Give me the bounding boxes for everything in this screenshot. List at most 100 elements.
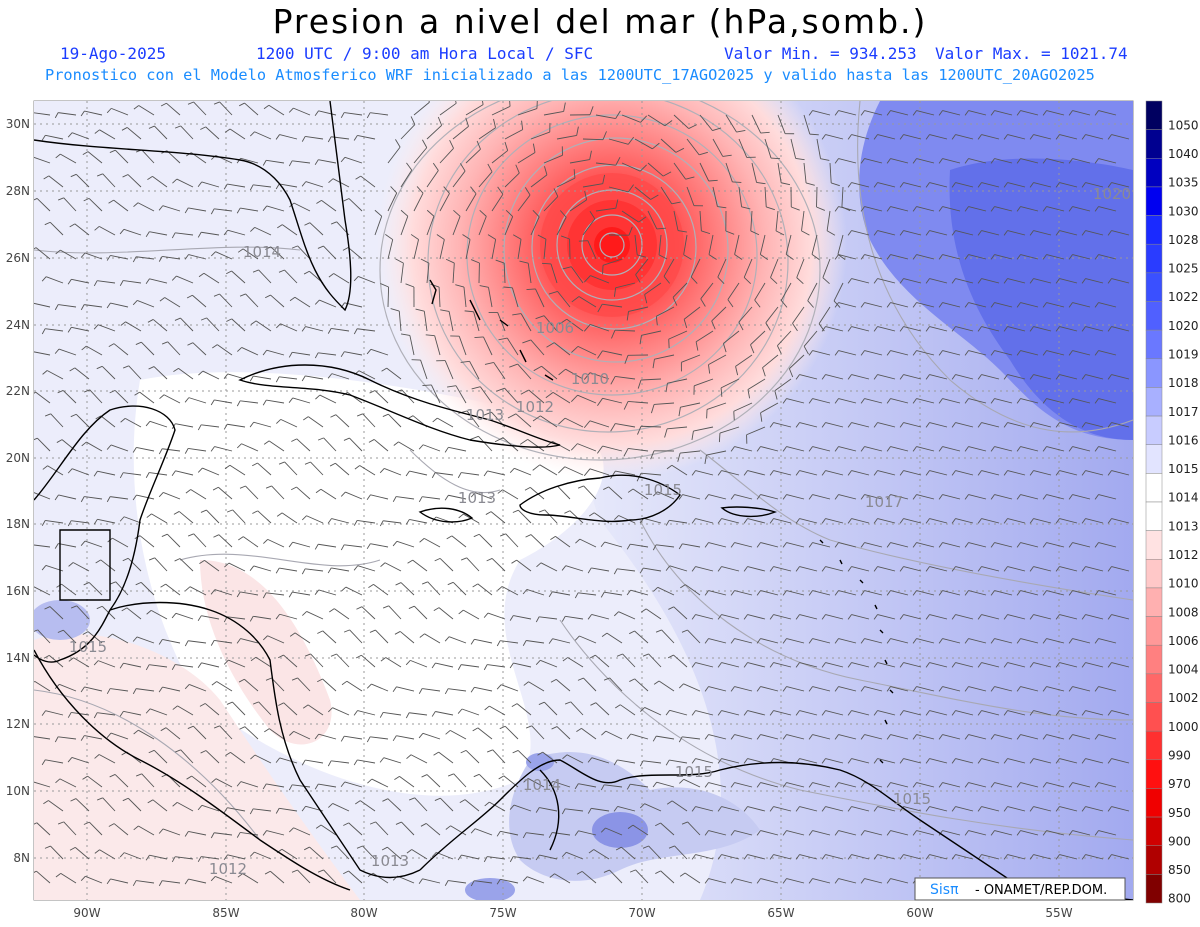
colorbar-label: 1019 [1168,347,1199,361]
colorbar-label: 1015 [1168,462,1199,476]
colorbar-label: 1040 [1168,147,1199,161]
lat-label: 14N [6,651,30,665]
colorbar-label: 1006 [1168,634,1199,648]
colorbar-swatch [1145,444,1163,474]
forecast-info-line: Pronostico con el Modelo Atmosferico WRF… [45,66,1095,84]
colorbar-label: 1012 [1168,548,1199,562]
colorbar-swatch [1145,616,1163,646]
colorbar-swatch [1145,530,1163,560]
colorbar-label: 990 [1168,748,1191,762]
min-value-label: Valor Min. = 934.253 [724,44,917,63]
lat-label: 10N [6,784,30,798]
colorbar-label: 1002 [1168,691,1199,705]
colorbar-swatch [1145,387,1163,417]
contour-label: 1012 [209,860,247,878]
colorbar-label: 900 [1168,834,1191,848]
credit-box: Sisπ - ONAMET/REP.DOM. [914,877,1126,901]
colorbar-label: 950 [1168,806,1191,820]
colorbar-swatch [1145,100,1163,130]
credit-logo: Sisπ [930,882,959,898]
max-value-label: Valor Max. = 1021.74 [935,44,1128,63]
colorbar-label: 1020 [1168,319,1199,333]
colorbar-label: 970 [1168,777,1191,791]
colorbar-swatch [1145,559,1163,589]
colorbar-swatch [1145,874,1163,904]
lon-label: 55W [1045,906,1072,920]
lon-label: 80W [350,906,377,920]
colorbar-swatch [1145,644,1163,675]
contour-label: 1015 [644,481,682,499]
lat-label: 12N [6,717,30,731]
colorbar-label: 1030 [1168,204,1199,218]
colorbar-swatch [1145,329,1163,360]
contour-label: 1015 [675,763,713,781]
colorbar-swatch [1145,243,1163,274]
colorbar-label: 1016 [1168,433,1199,447]
colorbar-label: 1014 [1168,491,1199,505]
colorbar-swatch [1145,702,1163,732]
colorbar-swatch [1145,730,1163,761]
contour-label: 1013 [371,852,409,870]
contour-label: 1013 [458,489,496,507]
lon-label: 65W [767,906,794,920]
wind-barbs [34,101,1130,887]
colorbar-label: 1010 [1168,577,1199,591]
lat-label: 22N [6,384,30,398]
colorbar-swatch [1145,415,1163,445]
colorbar-swatch [1145,816,1163,846]
colorbar-swatch [1145,186,1163,216]
lat-label: 20N [6,451,30,465]
lat-label: 8N [13,851,30,865]
contour-label: 1014 [243,243,281,261]
lat-label: 28N [6,184,30,198]
time-label: 1200 UTC / 9:00 am Hora Local / SFC [256,44,594,63]
coastlines [34,101,1133,900]
colorbar-swatch [1145,501,1163,531]
colorbar-swatch [1145,215,1163,245]
colorbar-swatch [1145,587,1163,617]
colorbar: 1050 1040 1035 1030 1028 1025 1022 1020 1019 1018… [1145,100,1199,906]
colorbar-label: 1022 [1168,290,1199,304]
contour-label: 1015 [893,790,931,808]
contour-label: 1012 [516,398,554,416]
colorbar-swatch [1145,845,1163,875]
colorbar-label: 1013 [1168,519,1199,533]
lat-label: 18N [6,517,30,531]
contour-labels: 1014 1006 1010 1012 1013 1013 1017 1015 1020 1015… [69,185,1131,878]
colorbar-label: 1050 [1168,118,1199,132]
date-label: 19-Ago-2025 [60,44,166,63]
colorbar-swatch [1145,272,1163,302]
contour-label: 1010 [571,370,609,388]
colorbar-swatch [1145,301,1163,331]
lon-label: 90W [73,906,100,920]
contour-label: 1013 [466,406,504,424]
colorbar-swatch [1145,759,1163,789]
contour-label: 1015 [69,638,107,656]
colorbar-label: 1025 [1168,262,1199,276]
lat-label: 30N [6,117,30,131]
chart-title: Presion a nivel del mar (hPa,somb.) [272,2,928,41]
lat-label: 16N [6,584,30,598]
pressure-field [34,101,1133,900]
colorbar-swatch [1145,788,1163,818]
lat-label: 24N [6,318,30,332]
colorbar-label: 1028 [1168,233,1199,247]
lon-label: 85W [212,906,239,920]
lat-label: 26N [6,251,30,265]
colorbar-swatch [1145,358,1163,388]
lon-label: 75W [489,906,516,920]
colorbar-label: 1000 [1168,720,1199,734]
colorbar-swatch [1145,158,1163,188]
contour-label: 1020 [1093,185,1131,203]
graticule [34,101,1133,900]
colorbar-label: 1004 [1168,663,1199,677]
colorbar-label: 800 [1168,892,1191,906]
contour-label: 1014 [523,776,561,794]
colorbar-swatch [1145,673,1163,703]
colorbar-swatch [1145,129,1163,159]
latitude-labels: 30N 28N 26N 24N 22N 20N 18N 16N 14N 12N 10N 8N [6,117,30,865]
longitude-labels: 90W 85W 80W 75W 70W 65W 60W 55W [73,906,1072,920]
lon-label: 60W [906,906,933,920]
colorbar-label: 1018 [1168,376,1199,390]
